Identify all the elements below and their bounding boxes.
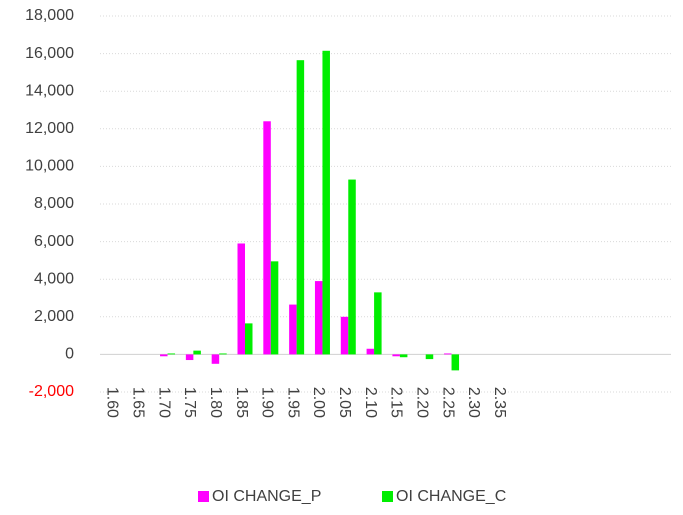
legend-swatch bbox=[198, 491, 209, 502]
bar bbox=[451, 354, 460, 371]
bar bbox=[270, 261, 279, 355]
x-tick-label: 1.80 bbox=[207, 387, 224, 418]
x-tick-label: 2.25 bbox=[439, 387, 456, 418]
y-tick-label: -2,000 bbox=[29, 383, 74, 400]
x-tick-label: 2.00 bbox=[310, 387, 327, 418]
y-tick-label: 18,000 bbox=[25, 7, 74, 24]
bar bbox=[392, 354, 400, 357]
bar bbox=[322, 50, 330, 355]
y-tick-label: 14,000 bbox=[25, 82, 74, 99]
x-tick-label: 2.35 bbox=[491, 387, 508, 418]
y-tick-label: 8,000 bbox=[34, 195, 74, 212]
x-tick-label: 1.85 bbox=[233, 387, 250, 418]
bar bbox=[366, 348, 375, 355]
bar bbox=[160, 354, 168, 357]
y-tick-label: 2,000 bbox=[34, 308, 74, 325]
x-tick-label: 2.30 bbox=[465, 387, 482, 418]
x-tick-label: 2.15 bbox=[388, 387, 405, 418]
x-tick-label: 2.10 bbox=[362, 387, 379, 418]
y-tick-label: 4,000 bbox=[34, 270, 74, 287]
legend-label: OI CHANGE_P bbox=[212, 488, 321, 505]
legend-label: OI CHANGE_C bbox=[396, 488, 506, 505]
x-tick-label: 1.60 bbox=[104, 387, 121, 418]
y-tick-label: 16,000 bbox=[25, 45, 74, 62]
bar bbox=[237, 243, 245, 355]
bar bbox=[399, 354, 408, 358]
y-tick-label: 10,000 bbox=[25, 158, 74, 175]
bar bbox=[263, 121, 271, 355]
x-tick-label: 1.90 bbox=[259, 387, 276, 418]
y-tick-label: 12,000 bbox=[25, 120, 74, 137]
bar bbox=[296, 60, 305, 355]
x-tick-label: 1.65 bbox=[129, 387, 146, 418]
bar bbox=[193, 350, 201, 355]
x-tick-label: 2.05 bbox=[336, 387, 353, 418]
legend-swatch bbox=[382, 491, 393, 502]
bar bbox=[348, 179, 356, 355]
x-tick-label: 2.20 bbox=[413, 387, 430, 418]
bar bbox=[185, 354, 194, 361]
y-tick-label: 6,000 bbox=[34, 233, 74, 250]
bar bbox=[314, 281, 323, 355]
bar bbox=[167, 353, 176, 355]
x-tick-label: 1.95 bbox=[284, 387, 301, 418]
bar bbox=[425, 354, 434, 360]
bar bbox=[211, 354, 220, 364]
bar bbox=[340, 316, 349, 355]
y-tick-label: 0 bbox=[65, 346, 74, 363]
x-tick-label: 1.75 bbox=[181, 387, 198, 418]
bar bbox=[245, 323, 253, 355]
x-tick-label: 1.70 bbox=[155, 387, 172, 418]
bar bbox=[219, 353, 227, 355]
bar bbox=[289, 304, 297, 355]
bar bbox=[444, 353, 452, 355]
bar bbox=[374, 292, 382, 355]
